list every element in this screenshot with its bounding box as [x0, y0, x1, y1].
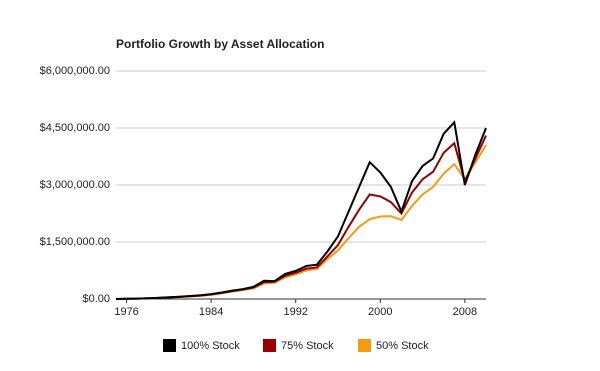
x-tick-label: 1992 — [283, 306, 307, 318]
x-tick-label: 2008 — [453, 306, 477, 318]
legend-label: 100% Stock — [181, 340, 240, 352]
legend-swatch — [163, 339, 176, 352]
series-line — [115, 120, 487, 300]
y-tick-label: $6,000,000.00 — [40, 65, 110, 77]
series-line — [115, 144, 487, 300]
y-tick-label: $1,500,000.00 — [40, 236, 110, 248]
legend-label: 75% Stock — [281, 340, 334, 352]
chart-title: Portfolio Growth by Asset Allocation — [116, 37, 324, 51]
x-tick-label: 2000 — [368, 306, 392, 318]
y-tick-label: $3,000,000.00 — [40, 179, 110, 191]
x-tick-label: 1984 — [199, 306, 223, 318]
y-tick-label: $0.00 — [82, 293, 110, 305]
y-tick-label: $4,500,000.00 — [40, 122, 110, 134]
legend-label: 50% Stock — [376, 340, 429, 352]
legend-swatch — [263, 339, 276, 352]
legend-swatch — [358, 339, 371, 352]
x-tick-label: 1976 — [114, 306, 138, 318]
